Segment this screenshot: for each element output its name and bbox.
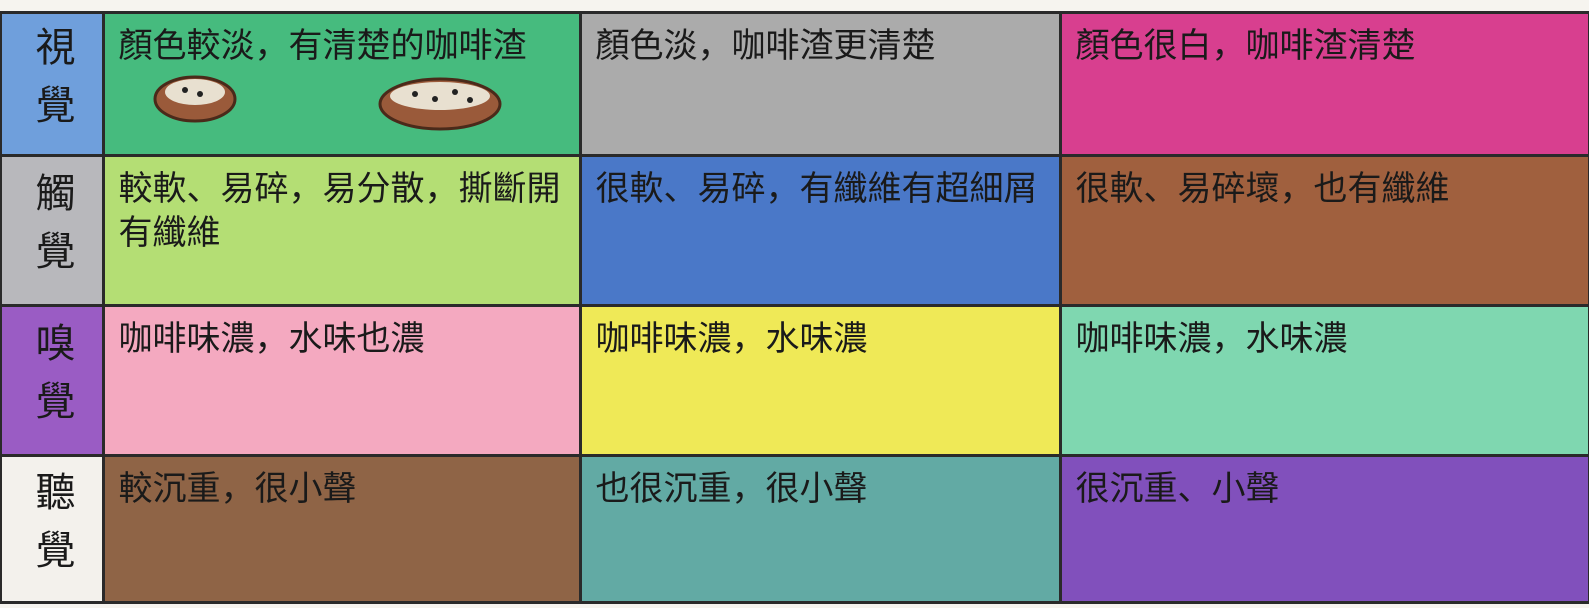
table-cell-text: 也很沉重，很小聲 [595,468,868,509]
table-cell: 很沉重、小聲 [1058,453,1589,604]
row-header: 嗅覺 [0,303,105,457]
table-cell-text: 咖啡味濃，水味濃 [595,318,868,359]
table-cell-text: 很沉重、小聲 [1075,468,1280,509]
row-header-text: 聽覺 [28,470,75,587]
sense-table: 視覺 顏色較淡，有清楚的咖啡渣 顏色淡，咖啡渣更清楚 顏色很白，咖啡渣清楚觸覺 較軟、易… [0,10,1589,604]
row-header-text: 嗅覺 [28,322,75,438]
table-cell: 很軟、易碎，有纖維有超細屑 [578,153,1062,307]
row-header: 觸覺 [0,153,105,307]
table-cell: 咖啡味濃，水味濃 [578,303,1062,457]
coffee-grounds-drawing [153,75,501,130]
table-cell-text: 很軟、易碎壞，也有纖維 [1075,168,1450,209]
row-header: 視覺 [0,10,105,157]
table-cell-text: 顏色很白，咖啡渣清楚 [1075,25,1416,66]
table-cell: 也很沉重，很小聲 [578,453,1062,604]
table-cell: 咖啡味濃，水味也濃 [101,303,582,457]
table-cell: 顏色較淡，有清楚的咖啡渣 [101,10,582,157]
table-cell: 較沉重，很小聲 [101,453,582,604]
table-cell-text: 較沉重，很小聲 [118,468,357,509]
table-cell-text: 顏色較淡，有清楚的咖啡渣 [118,25,527,66]
table-cell-text: 很軟、易碎，有纖維有超細屑 [595,168,1038,209]
table-cell: 較軟、易碎，易分散，撕斷開有纖維 [101,153,582,307]
table-cell: 很軟、易碎壞，也有纖維 [1058,153,1589,307]
table-cell-text: 咖啡味濃，水味也濃 [118,318,425,359]
table-cell: 顏色很白，咖啡渣清楚 [1058,10,1589,157]
table-cell: 咖啡味濃，水味濃 [1058,303,1589,457]
table-cell-text: 較軟、易碎，易分散，撕斷開有纖維 [118,168,561,253]
row-header-text: 觸覺 [28,172,75,288]
row-header: 聽覺 [0,453,105,604]
row-header-text: 視覺 [28,25,75,142]
table-cell-text: 咖啡味濃，水味濃 [1075,318,1348,359]
table-cell-text: 顏色淡，咖啡渣更清楚 [595,25,936,66]
table-cell: 顏色淡，咖啡渣更清楚 [578,10,1062,157]
